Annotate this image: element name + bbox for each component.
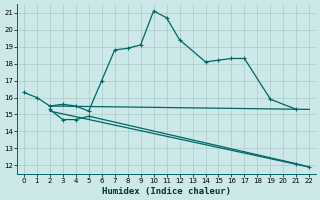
- X-axis label: Humidex (Indice chaleur): Humidex (Indice chaleur): [102, 187, 231, 196]
